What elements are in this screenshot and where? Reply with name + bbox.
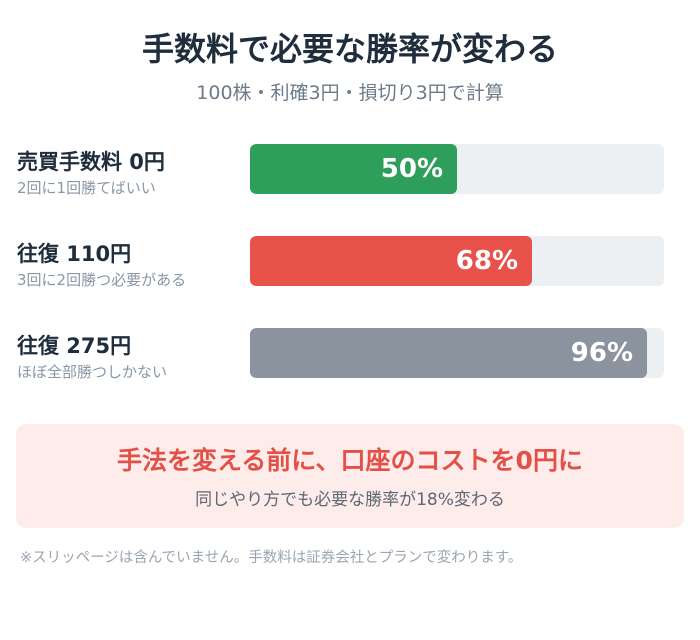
bar-row-275-yen: 往復 275円 ほぼ全部勝つしかない 96% xyxy=(0,328,700,388)
bar-category-label: 往復 275円 xyxy=(17,334,132,358)
bar-value-label: 68% xyxy=(455,246,518,276)
bar-value-label: 96% xyxy=(570,338,633,368)
bar-row-110-yen: 往復 110円 3回に2回勝つ必要がある 68% xyxy=(0,236,700,296)
bar-track: 50% xyxy=(250,144,664,194)
bar-fill: 96% xyxy=(250,328,647,378)
callout-title: 手法を変える前に、口座のコストを0円に xyxy=(117,446,583,475)
bar-value-label: 50% xyxy=(380,154,443,184)
callout-box: 手法を変える前に、口座のコストを0円に 同じやり方でも必要な勝率が18%変わる xyxy=(16,424,684,528)
bar-fill: 68% xyxy=(250,236,532,286)
page-subtitle: 100株・利確3円・損切り3円で計算 xyxy=(196,82,504,104)
bar-note: 2回に1回勝てばいい xyxy=(17,179,156,197)
bar-category-label: 往復 110円 xyxy=(17,242,132,266)
bar-note: 3回に2回勝つ必要がある xyxy=(17,271,187,289)
bar-track: 68% xyxy=(250,236,664,286)
page-title: 手数料で必要な勝率が変わる xyxy=(141,30,558,68)
bar-category-label: 売買手数料 0円 xyxy=(17,150,165,174)
bar-fill: 50% xyxy=(250,144,457,194)
footnote: ※スリッページは含んでいません。手数料は証券会社とプランで変わります。 xyxy=(20,550,523,566)
bar-track: 96% xyxy=(250,328,664,378)
bar-row-zero-fee: 売買手数料 0円 2回に1回勝てばいい 50% xyxy=(0,144,700,204)
bar-note: ほぼ全部勝つしかない xyxy=(17,363,168,381)
callout-subtitle: 同じやり方でも必要な勝率が18%変わる xyxy=(195,490,505,510)
